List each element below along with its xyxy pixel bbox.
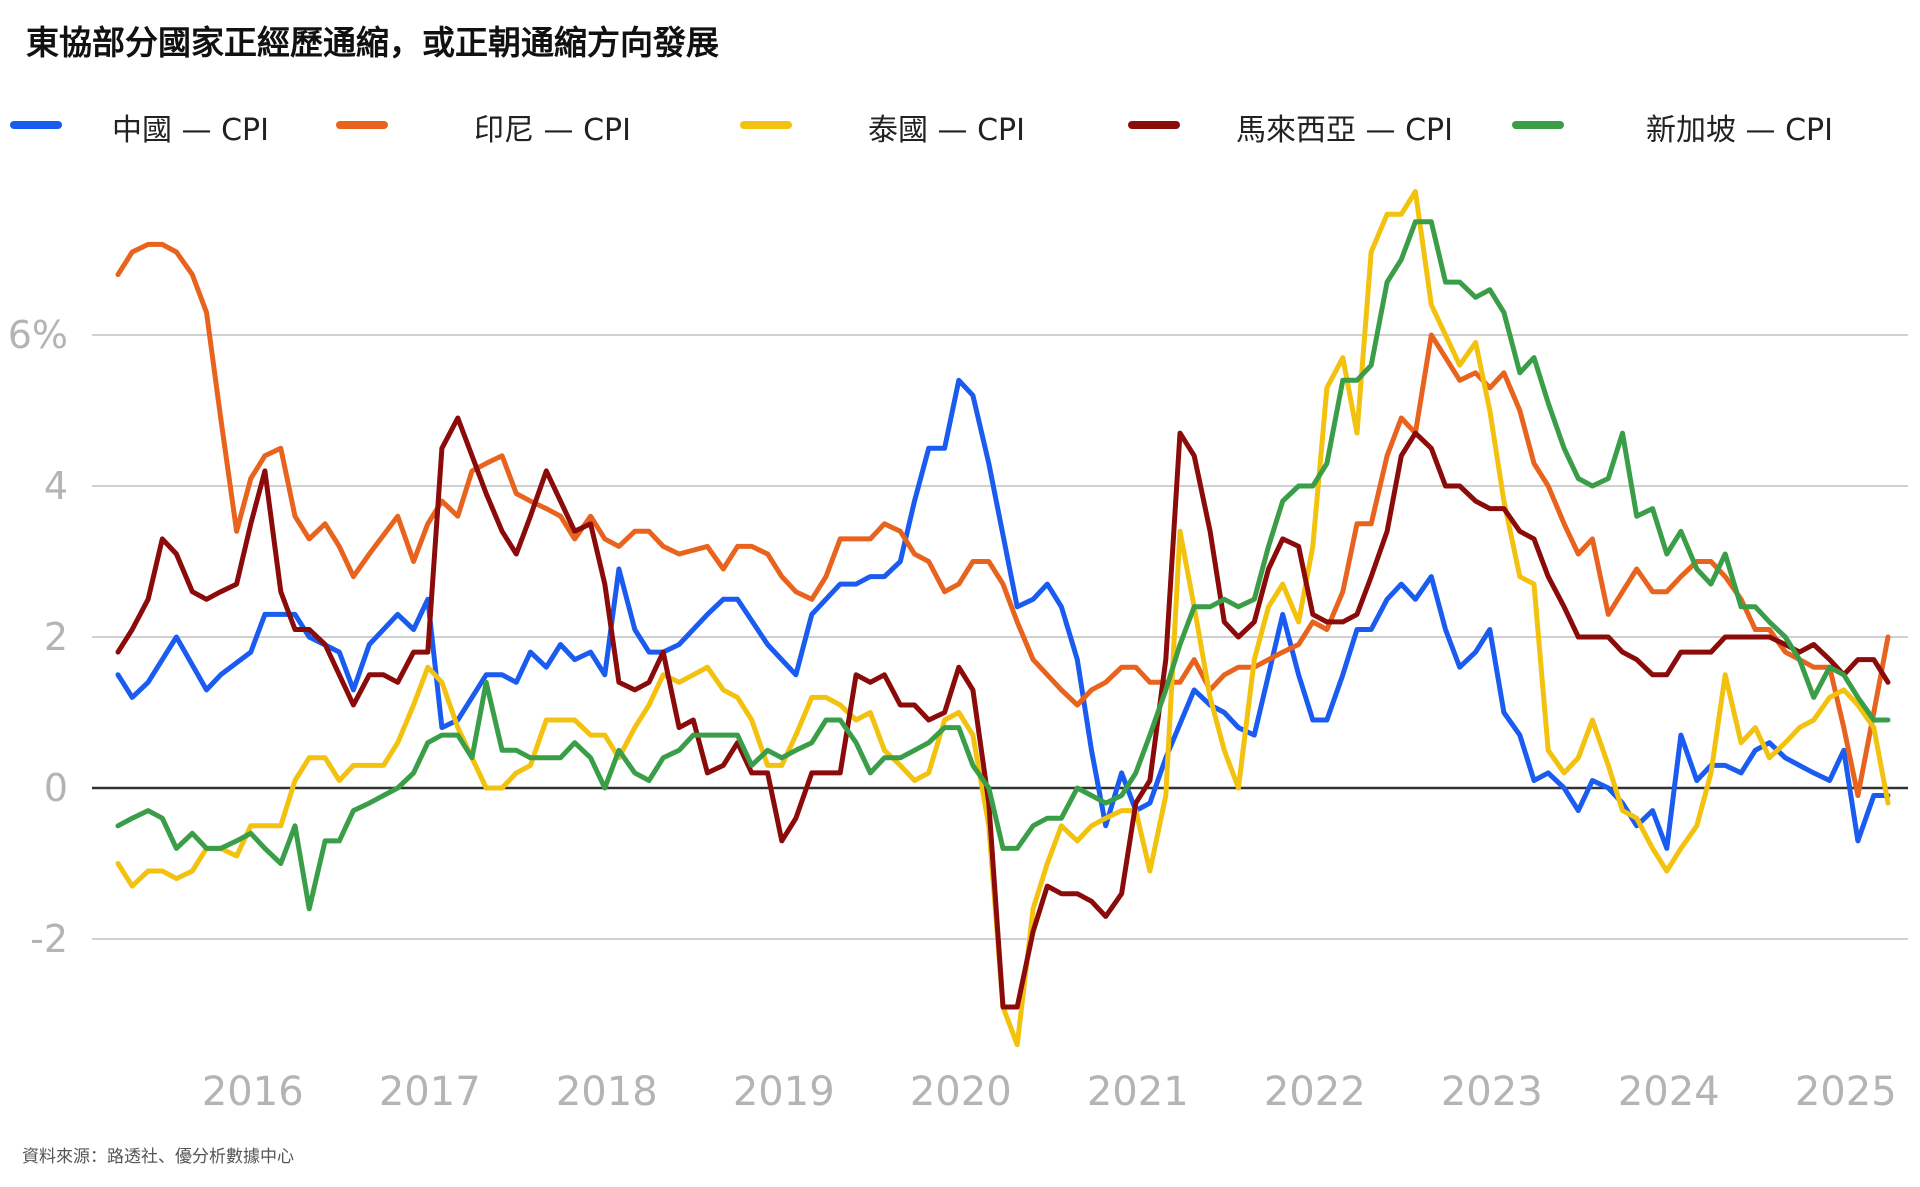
source-note: 資料來源：路透社、優分析數據中心 <box>22 1147 294 1167</box>
series-layer <box>115 189 1891 1048</box>
x-tick-label: 2018 <box>556 1069 658 1115</box>
x-tick-label: 2023 <box>1441 1069 1543 1115</box>
legend-item-singapore[interactable] <box>1512 100 1564 150</box>
x-tick-label: 2017 <box>379 1069 481 1115</box>
chart-legend: 中國 — CPI 印尼 — CPI 泰國 — CPI 馬來西亞 — CPI 新加… <box>0 100 1920 150</box>
x-tick-label: 2024 <box>1618 1069 1720 1115</box>
grid-layer <box>92 334 1908 940</box>
legend-label-malaysia: 馬來西亞 — CPI <box>1236 113 1453 148</box>
y-axis-ticks: 6% 4 2 0 -2 <box>8 313 68 961</box>
legend-item-indonesia[interactable] <box>336 100 388 150</box>
x-tick-label: 2020 <box>910 1069 1012 1115</box>
y-tick-label: -2 <box>30 917 68 961</box>
x-tick-label: 2021 <box>1087 1069 1189 1115</box>
series-line-indonesia <box>115 241 1891 798</box>
y-tick-label: 0 <box>44 766 68 810</box>
x-axis-ticks: 2016 2017 2018 2019 2020 2021 2022 2023 2024 2025 <box>202 1069 1897 1115</box>
legend-swatch-singapore <box>1512 121 1564 129</box>
legend-label-thailand: 泰國 — CPI <box>868 113 1025 148</box>
legend-label-indonesia: 印尼 — CPI <box>474 113 631 148</box>
series-line-china <box>115 377 1891 851</box>
x-tick-label: 2025 <box>1795 1069 1897 1115</box>
legend-item-malaysia[interactable] <box>1128 100 1180 150</box>
series-line-singapore <box>115 219 1891 912</box>
y-tick-label: 2 <box>44 615 68 659</box>
series-line-malaysia <box>115 415 1891 1010</box>
chart-title: 東協部分國家正經歷通縮，或正朝通縮方向發展 <box>26 23 719 62</box>
legend-swatch-thailand <box>740 121 792 129</box>
legend-swatch-malaysia <box>1128 121 1180 129</box>
legend-swatch-china <box>10 121 62 129</box>
legend-label-singapore: 新加坡 — CPI <box>1646 113 1833 148</box>
legend-item-china[interactable] <box>10 100 62 150</box>
x-tick-label: 2022 <box>1264 1069 1366 1115</box>
series-line-thailand <box>115 189 1891 1048</box>
legend-item-thailand[interactable] <box>740 100 792 150</box>
x-tick-label: 2019 <box>733 1069 835 1115</box>
y-tick-label: 4 <box>44 464 68 508</box>
legend-label-china: 中國 — CPI <box>112 113 269 148</box>
y-tick-label: 6% <box>8 313 68 357</box>
x-tick-label: 2016 <box>202 1069 304 1115</box>
legend-swatch-indonesia <box>336 121 388 129</box>
